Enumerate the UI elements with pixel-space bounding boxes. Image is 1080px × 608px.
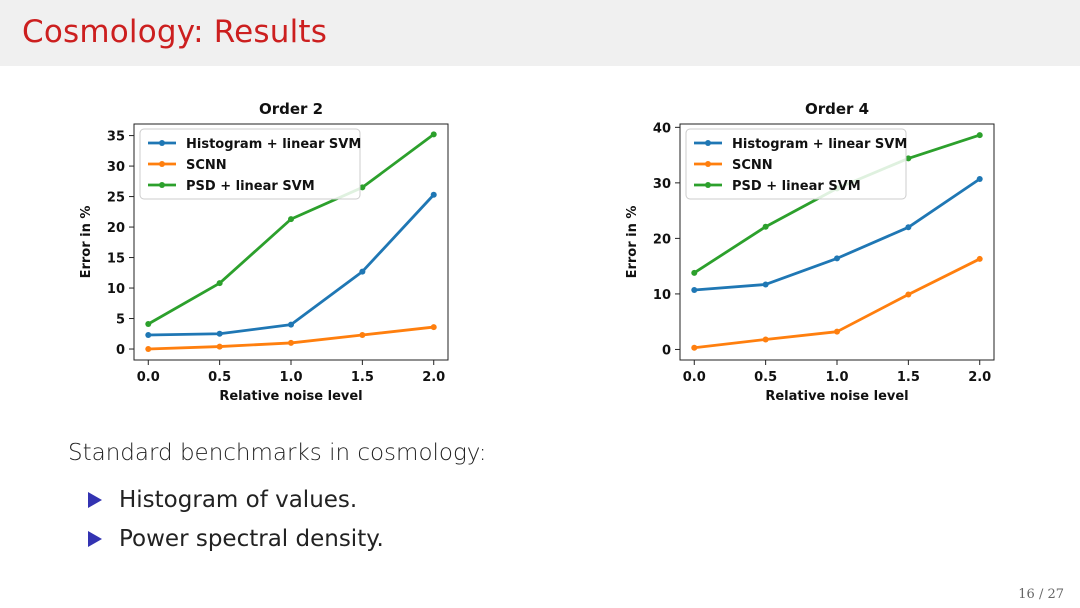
y-tick-label: 20 bbox=[107, 221, 125, 236]
y-axis-label: Error in % bbox=[625, 206, 640, 279]
legend-marker bbox=[159, 182, 165, 188]
y-tick-label: 35 bbox=[107, 130, 125, 145]
legend-marker bbox=[705, 140, 711, 146]
data-point bbox=[905, 291, 912, 298]
data-point bbox=[145, 346, 152, 353]
x-axis-label: Relative noise level bbox=[219, 389, 362, 404]
chart-legend: Histogram + linear SVM SCNN PSD + linear S… bbox=[139, 128, 361, 200]
data-point bbox=[288, 321, 294, 328]
legend-box bbox=[685, 128, 907, 200]
data-point bbox=[905, 155, 912, 162]
header-bar: Cosmology: Results bbox=[0, 0, 1080, 66]
intro-text: Standard benchmarks in cosmology: bbox=[68, 440, 487, 466]
y-tick-label: 10 bbox=[107, 282, 125, 297]
y-tick-label: 0 bbox=[662, 343, 671, 358]
data-point bbox=[216, 343, 223, 350]
chart-title: Order 2 bbox=[259, 100, 323, 118]
data-point bbox=[359, 184, 366, 191]
chart-order-4: Order 4 0 10 20 30 40 0.0 0.5 1.0 1.5 2.0 Relative … bbox=[625, 100, 995, 404]
data-point bbox=[216, 330, 223, 337]
x-tick-label: 0.5 bbox=[208, 370, 231, 385]
y-tick-label: 15 bbox=[107, 252, 125, 267]
slide-title: Cosmology: Results bbox=[22, 14, 328, 50]
data-point bbox=[288, 216, 294, 223]
bullet-list: Histogram of values. Power spectral dens… bbox=[88, 480, 384, 558]
x-tick-label: 1.5 bbox=[897, 370, 920, 385]
y-tick-label: 40 bbox=[653, 121, 671, 136]
y-tick-label: 25 bbox=[107, 191, 125, 206]
data-point bbox=[834, 328, 840, 335]
data-point bbox=[430, 131, 437, 138]
legend-label: SCNN bbox=[186, 158, 227, 173]
x-tick-label: 0.0 bbox=[683, 370, 706, 385]
y-tick-label: 30 bbox=[107, 160, 125, 175]
legend-label: PSD + linear SVM bbox=[186, 179, 315, 194]
data-point bbox=[691, 269, 698, 276]
data-point bbox=[976, 175, 983, 182]
legend-marker bbox=[705, 182, 711, 188]
legend-label: SCNN bbox=[732, 158, 773, 173]
bullet-text: Histogram of values. bbox=[119, 486, 358, 513]
bullet-triangle-icon bbox=[88, 491, 102, 508]
chart-legend: Histogram + linear SVM SCNN PSD + linear S… bbox=[685, 128, 907, 200]
data-point bbox=[359, 268, 366, 275]
data-point bbox=[430, 324, 437, 331]
series-line bbox=[148, 193, 435, 337]
chart-order-2: Order 2 0 5 10 15 20 25 30 35 0.0 0.5 1.0 1.5 2.0 Rela… bbox=[79, 100, 449, 404]
data-point bbox=[762, 223, 769, 230]
page-number: 16 / 27 bbox=[1018, 587, 1064, 602]
legend-marker bbox=[159, 161, 165, 167]
legend-marker bbox=[705, 161, 711, 167]
data-point bbox=[762, 336, 769, 343]
y-tick-label: 5 bbox=[116, 313, 125, 328]
y-tick-label: 30 bbox=[653, 177, 671, 192]
data-point bbox=[430, 191, 437, 198]
data-point bbox=[976, 132, 983, 139]
legend-label: PSD + linear SVM bbox=[732, 179, 861, 194]
y-tick-label: 10 bbox=[653, 288, 671, 303]
x-tick-label: 0.5 bbox=[754, 370, 777, 385]
x-tick-label: 1.0 bbox=[825, 370, 848, 385]
y-tick-label: 20 bbox=[653, 232, 671, 247]
x-tick-label: 0.0 bbox=[137, 370, 160, 385]
bullet-triangle-icon bbox=[88, 530, 102, 547]
data-point bbox=[691, 344, 698, 351]
data-point bbox=[288, 339, 294, 346]
legend-marker bbox=[159, 140, 165, 146]
y-axis-label: Error in % bbox=[79, 206, 94, 279]
x-axis-label: Relative noise level bbox=[765, 389, 908, 404]
legend-box bbox=[139, 128, 361, 200]
data-point bbox=[691, 287, 698, 294]
data-point bbox=[976, 255, 983, 262]
x-tick-label: 1.0 bbox=[279, 370, 302, 385]
data-point bbox=[359, 331, 366, 338]
x-tick-label: 2.0 bbox=[968, 370, 991, 385]
bullet-item-psd: Power spectral density. bbox=[88, 519, 384, 558]
data-point bbox=[216, 280, 223, 287]
legend-label: Histogram + linear SVM bbox=[732, 137, 907, 152]
chart-title: Order 4 bbox=[805, 100, 869, 118]
x-tick-label: 2.0 bbox=[422, 370, 445, 385]
bullet-item-histogram: Histogram of values. bbox=[88, 480, 384, 519]
data-point bbox=[834, 255, 840, 262]
data-point bbox=[145, 331, 152, 338]
x-tick-label: 1.5 bbox=[351, 370, 374, 385]
y-tick-label: 0 bbox=[116, 343, 125, 358]
data-point bbox=[145, 321, 152, 328]
bullet-text: Power spectral density. bbox=[119, 525, 384, 552]
legend-label: Histogram + linear SVM bbox=[186, 137, 361, 152]
data-point bbox=[905, 224, 912, 231]
data-point bbox=[762, 281, 769, 288]
